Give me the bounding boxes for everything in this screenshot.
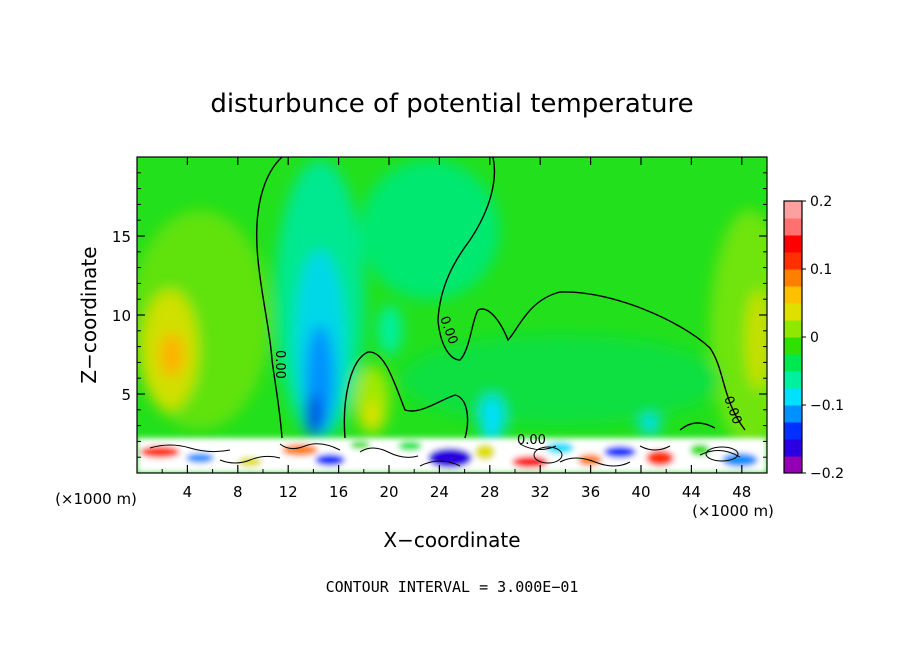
x-tick-label: 32 bbox=[531, 483, 550, 501]
y-tick-label: 10 bbox=[112, 307, 131, 325]
y-axis-label: Z−coordinate bbox=[77, 246, 101, 383]
colorbar-swatch bbox=[784, 422, 802, 440]
colorbar-swatch bbox=[784, 371, 802, 389]
colorbar-swatch bbox=[784, 303, 802, 321]
colorbar-tick-label: 0.2 bbox=[810, 194, 832, 210]
contour-interval-note: CONTOUR INTERVAL = 3.000E−01 bbox=[326, 578, 579, 596]
x-tick-label: 40 bbox=[631, 483, 650, 501]
colorbar-swatch bbox=[784, 456, 802, 474]
colorbar-swatch bbox=[784, 354, 802, 372]
chart-title: disturbunce of potential temperature bbox=[210, 89, 693, 119]
x-tick-label: 4 bbox=[183, 483, 193, 501]
x-axis-label: X−coordinate bbox=[383, 528, 520, 552]
y-axis-ticks: 5 10 15 bbox=[112, 172, 767, 458]
colorbar-swatch bbox=[784, 218, 802, 236]
x-tick-label: 12 bbox=[279, 483, 298, 501]
x-tick-label: 28 bbox=[480, 483, 499, 501]
colorbar-swatch bbox=[784, 252, 802, 270]
contour-label: 0.00 bbox=[517, 433, 546, 448]
colorbar-tick-label: −0.2 bbox=[810, 466, 844, 482]
x-tick-label: 44 bbox=[682, 483, 701, 501]
x-tick-label: 8 bbox=[233, 483, 243, 501]
x-tick-label: 36 bbox=[581, 483, 600, 501]
x-tick-label: 48 bbox=[732, 483, 751, 501]
colorbar-swatch bbox=[784, 337, 802, 355]
colorbar-tick-label: 0 bbox=[810, 330, 819, 346]
x-unit-left: (×1000 m) bbox=[55, 490, 137, 508]
x-tick-label: 16 bbox=[329, 483, 348, 501]
zero-contour-lines bbox=[256, 157, 746, 439]
y-tick-label: 5 bbox=[121, 386, 131, 404]
colorbar bbox=[783, 200, 803, 474]
x-tick-label: 20 bbox=[379, 483, 398, 501]
x-unit-right: (×1000 m) bbox=[692, 502, 774, 520]
contour-label: 0.00 bbox=[272, 350, 287, 379]
colorbar-ticks: 0.2 0.1 0 −0.1 −0.2 bbox=[802, 194, 844, 482]
colorbar-swatch bbox=[784, 439, 802, 457]
colorbar-swatch bbox=[784, 388, 802, 406]
x-axis-ticks: 4 8 12 16 20 24 28 32 36 40 44 48 bbox=[161, 157, 751, 501]
colorbar-swatch bbox=[784, 405, 802, 423]
colorbar-swatch bbox=[784, 269, 802, 287]
colorbar-swatch bbox=[784, 235, 802, 253]
shaded-field bbox=[137, 157, 767, 473]
y-tick-label: 15 bbox=[112, 228, 131, 246]
colorbar-tick-label: 0.1 bbox=[810, 262, 832, 278]
x-tick-label: 24 bbox=[430, 483, 449, 501]
colorbar-tick-label: −0.1 bbox=[810, 398, 844, 414]
colorbar-swatch bbox=[784, 201, 802, 219]
colorbar-swatch bbox=[784, 320, 802, 338]
colorbar-swatch bbox=[784, 286, 802, 304]
